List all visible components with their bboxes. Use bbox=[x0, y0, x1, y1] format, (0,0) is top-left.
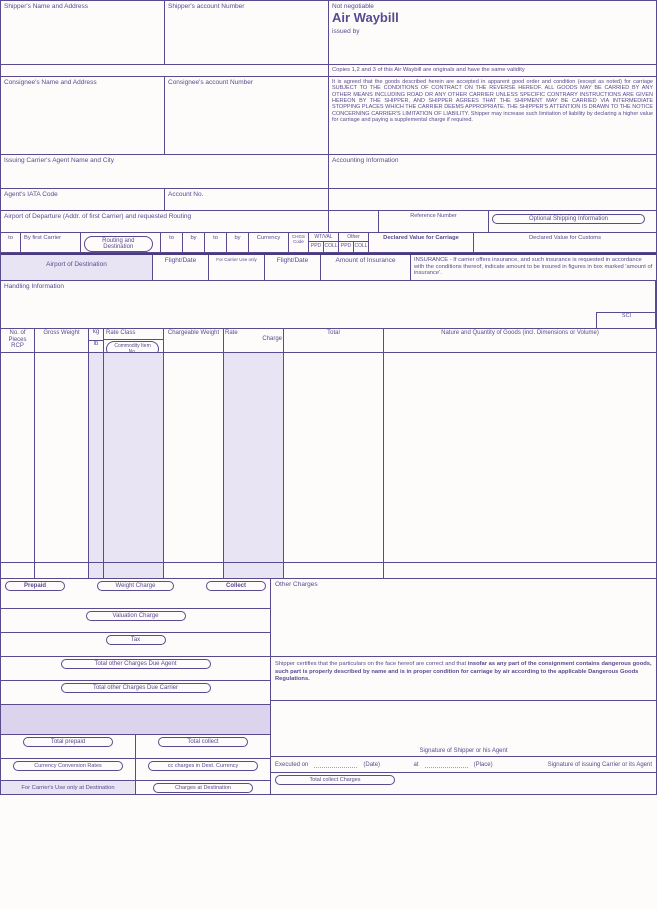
val-ov: Valuation Charge bbox=[86, 611, 186, 621]
date: (Date) bbox=[363, 762, 380, 768]
kg: kg bbox=[89, 329, 103, 341]
at: at bbox=[414, 762, 419, 768]
consignee-name-label: Consignee's Name and Address bbox=[4, 79, 97, 86]
cert-text: Shipper certifies that the particulars o… bbox=[275, 661, 468, 667]
coll1: COLL bbox=[324, 242, 339, 252]
terms-text: It is agreed that the goods described he… bbox=[332, 79, 653, 123]
other-carrier-ov: Total other Charges Due Carrier bbox=[61, 683, 211, 693]
to2: to bbox=[169, 235, 174, 241]
copies-note: Copies 1,2 and 3 of this Air Waybill are… bbox=[332, 67, 525, 73]
dv-customs: Declared Value for Customs bbox=[529, 235, 601, 241]
collect-ov: Collect bbox=[206, 581, 266, 591]
by1: by bbox=[190, 235, 196, 241]
fd2: Flight/Date bbox=[277, 257, 308, 264]
coll2: COLL bbox=[354, 242, 369, 252]
chargeable-hdr: Chargeable Weight bbox=[164, 329, 224, 352]
departure-label: Airport of Departure (Addr. of first Car… bbox=[4, 213, 191, 220]
ppd2: PPD bbox=[339, 242, 354, 252]
amt-ins: Amount of Insurance bbox=[336, 257, 396, 264]
to1: to bbox=[8, 235, 13, 241]
fd1: Flight/Date bbox=[165, 257, 196, 264]
air-waybill-form: Shipper's Name and Address Shipper's acc… bbox=[0, 0, 657, 795]
other-agent-ov: Total other Charges Due Agent bbox=[61, 659, 211, 669]
issued-by: issued by bbox=[332, 28, 653, 35]
opt-ship-oval: Optional Shipping Information bbox=[492, 214, 645, 224]
carrier-use-dest: For Carrier's Use only at Destination bbox=[1, 781, 135, 794]
nature-hdr: Nature and Quantity of Goods (incl. Dime… bbox=[384, 329, 656, 352]
tot-collect-ov: Total collect bbox=[158, 737, 248, 747]
total-hdr: Total bbox=[284, 329, 384, 352]
lb: lb bbox=[89, 341, 103, 352]
consignee-acct-label: Consignee's account Number bbox=[168, 79, 253, 86]
not-negotiable: Not negotiable bbox=[332, 3, 653, 10]
ppd1: PPD bbox=[309, 242, 324, 252]
other-hdr: Other bbox=[339, 233, 369, 241]
handling-label: Handling Information bbox=[4, 283, 64, 290]
sig-shipper: Signature of Shipper or his Agent bbox=[271, 748, 656, 754]
sig-carrier: Signature of issuing Carrier or its Agen… bbox=[548, 762, 652, 768]
ins-text: INSURANCE - If carrier offers insurance,… bbox=[414, 257, 653, 277]
prepaid-ov: Prepaid bbox=[5, 581, 65, 591]
rate-class: Rate Class bbox=[104, 329, 163, 340]
iata-label: Agent's IATA Code bbox=[4, 191, 58, 198]
chgs: CHGS Code bbox=[292, 234, 305, 244]
place: (Place) bbox=[474, 762, 493, 768]
curr: Currency bbox=[257, 235, 281, 241]
routing-oval: Routing and Destination bbox=[84, 236, 153, 252]
awb-title: Air Waybill bbox=[332, 10, 653, 25]
weight-ov: Weight Charge bbox=[97, 581, 174, 591]
agent-label: Issuing Carrier's Agent Name and City bbox=[4, 157, 114, 164]
tax-ov: Tax bbox=[106, 635, 166, 645]
by-first: By first Carrier bbox=[24, 235, 61, 241]
tot-prepaid-ov: Total prepaid bbox=[23, 737, 113, 747]
charge-hdr: Charge bbox=[225, 336, 282, 342]
ccdest-ov: cc charges in Dest. Currency bbox=[148, 761, 258, 771]
carrier-use1: For Carrier Use only bbox=[212, 257, 261, 262]
executed: Executed on bbox=[275, 762, 308, 768]
by2: by bbox=[234, 235, 240, 241]
to3: to bbox=[213, 235, 218, 241]
shipper-acct-label: Shipper's account Number bbox=[168, 3, 244, 10]
shipper-name-label: Shipper's Name and Address bbox=[4, 3, 88, 10]
sci: SCI bbox=[597, 313, 656, 319]
gross-hdr: Gross Weight bbox=[35, 329, 89, 352]
acct-info-label: Accounting Information bbox=[332, 157, 398, 164]
tot-coll-charges-ov: Total collect Charges bbox=[275, 775, 395, 785]
dv-carriage: Declared Value for Carriage bbox=[383, 235, 459, 241]
acctno-label: Account No. bbox=[168, 191, 203, 198]
pcs-hdr: No. of Pieces RCP bbox=[1, 329, 35, 352]
charges-dest-ov: Charges at Destination bbox=[153, 783, 253, 793]
ccr-ov: Currency Conversion Rates bbox=[13, 761, 123, 771]
wtval: WT/VAL bbox=[309, 233, 339, 241]
other-charges-label: Other Charges bbox=[275, 581, 318, 588]
ref-no-label: Reference Number bbox=[382, 213, 485, 219]
dest-label: Airport of Destination bbox=[46, 261, 107, 268]
